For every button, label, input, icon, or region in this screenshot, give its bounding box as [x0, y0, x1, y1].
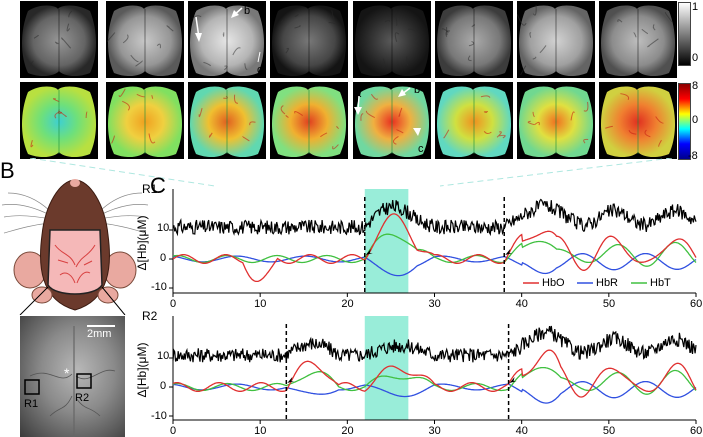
series-hbt-2 [172, 366, 697, 395]
brain-shape [190, 5, 264, 77]
jet-colorbar [678, 83, 691, 160]
chart-ylabel-r2: Δ[Hb](μM) [135, 342, 149, 398]
r2-ytick-0: 0 [160, 380, 167, 392]
chart-ylabel-r1: Δ[Hb](μM) [135, 215, 149, 271]
series-hbo-1 [172, 213, 697, 283]
brain-shape [272, 5, 346, 77]
x-tick-label: 60 [690, 425, 703, 437]
event-arrow-2-1 [287, 377, 295, 383]
panel-label-b: B [0, 158, 15, 183]
jet-colorbar-min: -8 [688, 150, 698, 162]
r2-ytick-10: 10 [157, 350, 170, 362]
r1-ytick-0: 0 [160, 252, 167, 264]
x-tick-label: 10 [254, 298, 267, 310]
x-tick-label: 10 [254, 425, 267, 437]
colormap-tile-2 [106, 82, 184, 159]
brain-shape [437, 5, 511, 77]
scale-bar-label: 2mm [87, 328, 112, 340]
grayscale-tile-1 [20, 1, 98, 78]
x-tick-label: 50 [602, 425, 616, 437]
colormap-tile-7 [517, 82, 595, 159]
legend-label-hbr: HbR [596, 277, 619, 289]
brain-inset-image: 2mm * R1 R2 [20, 316, 125, 437]
grayscale-tile-8 [599, 1, 677, 78]
annotation-a-second: a [355, 88, 362, 100]
colormap-tile-4 [270, 82, 348, 159]
panel-label-c: C [150, 173, 166, 198]
r1-ytick-neg10: -10 [151, 281, 167, 293]
chart-title-r1: R1 [142, 182, 158, 196]
brain-shape [108, 5, 182, 77]
x-tick-label: 40 [515, 425, 528, 437]
annotation-arrows-top [195, 7, 261, 63]
x-tick-label: 30 [428, 425, 441, 437]
x-tick-label: 20 [341, 298, 354, 310]
chart-title-r2: R2 [142, 309, 158, 323]
connector-lines [29, 158, 673, 187]
annotation-c-second: c [418, 143, 424, 155]
event-arrow-1-1 [365, 249, 373, 255]
event-arrow-2-2 [509, 377, 517, 383]
grayscale-tile-6 [435, 1, 513, 78]
series-hbo-2 [172, 349, 697, 398]
series-hbt-1 [172, 233, 697, 267]
x-tick-label: 0 [170, 425, 177, 437]
inset-vessels [24, 325, 116, 437]
colormap-tile-6 [435, 82, 513, 159]
x-tick-label: 20 [341, 425, 354, 437]
series-raw-2 [172, 325, 697, 363]
grayscale-colorbar [678, 2, 691, 66]
gray-colorbar-min: 0 [692, 52, 699, 64]
legend-label-hbt: HbT [650, 277, 671, 289]
chart-legend: HbO HbR HbT [521, 274, 689, 291]
gray-colorbar-max: 1 [692, 1, 699, 13]
x-tick-label: 40 [515, 298, 528, 310]
x-tick-label: 60 [690, 298, 703, 310]
grayscale-tile-3 [188, 1, 266, 78]
grayscale-tile-2 [106, 1, 184, 78]
x-tick-label: 0 [170, 298, 177, 310]
grayscale-tile-5 [353, 1, 431, 78]
roi-label-r2: R2 [75, 392, 90, 404]
legend-label-hbo: HbO [542, 277, 565, 289]
r1-ytick-10: 10 [157, 222, 170, 234]
jet-colorbar-max: 8 [692, 80, 699, 92]
x-tick-label: 30 [428, 298, 441, 310]
brain-shape [601, 5, 675, 77]
annotation-a-top: a [190, 3, 197, 15]
colormap-tile-5 [353, 82, 431, 159]
grayscale-tile-4 [270, 1, 348, 78]
brain-shape [519, 5, 593, 77]
mouse-illustration [1, 179, 149, 315]
colormap-tile-1 [20, 82, 98, 159]
brain-shape [355, 5, 429, 77]
colormap-tile-8 [599, 82, 677, 159]
annotation-b-top: b [244, 5, 251, 17]
jet-colorbar-mid: 0 [692, 114, 699, 126]
roi-label-r1: R1 [24, 398, 39, 410]
series-raw-1 [172, 198, 697, 237]
event-arrow-1-2 [505, 249, 513, 255]
star-marker: * [64, 365, 70, 381]
colormap-tile-3 [188, 82, 266, 159]
annotation-arrows-second [354, 87, 421, 136]
r2-ytick-neg10: -10 [151, 410, 167, 422]
annotation-c-top: c [257, 64, 263, 76]
grayscale-tile-7 [517, 1, 595, 78]
annotation-b-second: b [414, 84, 421, 96]
x-tick-label: 50 [602, 298, 616, 310]
brain-shape [22, 5, 96, 77]
